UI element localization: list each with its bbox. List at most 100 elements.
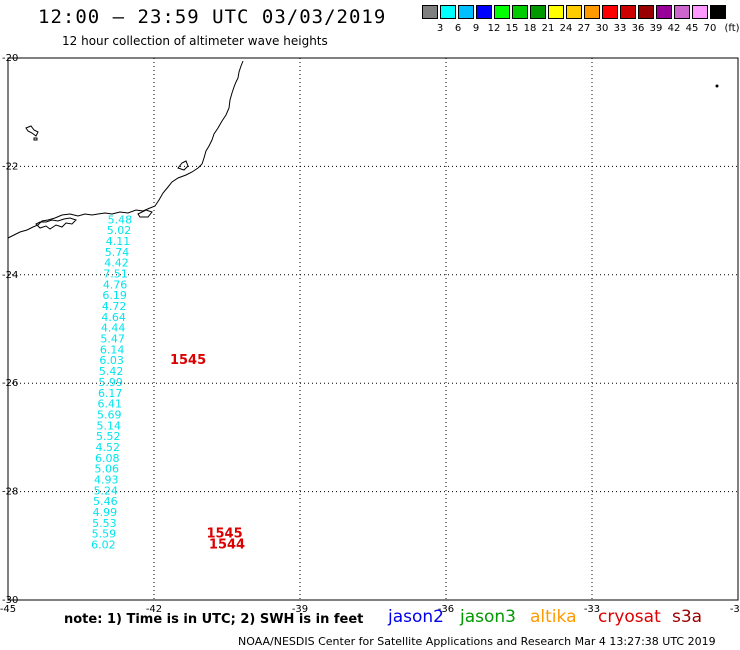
- legend-label: 9: [472, 23, 480, 34]
- lon-tick-label: -45: [0, 604, 16, 615]
- swh-label: 5.59: [92, 528, 117, 541]
- legend-swatch: [422, 5, 438, 19]
- legend-label: 45: [685, 23, 699, 34]
- swh-label: 6.19: [102, 289, 127, 302]
- legend-label: 70: [703, 23, 717, 34]
- lat-tick-label: -22: [2, 161, 18, 172]
- map-frame: -45 -42 -39 -36 -33 -30 -20 -22 -24 -26 -28 -30: [0, 53, 740, 615]
- legend-swatch: [530, 5, 546, 19]
- island-east: [715, 84, 719, 88]
- swh-label: 5.69: [97, 408, 122, 421]
- legend-label: 27: [577, 23, 591, 34]
- legend-swatch: [638, 5, 654, 19]
- swh-label: 5.24: [94, 484, 119, 497]
- swh-label: 4.64: [101, 311, 126, 324]
- legend-swatch: [548, 5, 564, 19]
- swh-label: 5.47: [100, 333, 125, 346]
- lat-tick-label: -28: [2, 487, 18, 498]
- legend-unit: (ft): [724, 23, 740, 34]
- swh-label: 6.41: [97, 398, 122, 411]
- swh-label: 6.17: [98, 387, 123, 400]
- lon-tick-label: -36: [438, 604, 454, 615]
- swh-label: 4.93: [94, 473, 119, 486]
- pass-time-label: 1544: [209, 538, 245, 553]
- swh-label: 4.76: [103, 278, 128, 291]
- legend-swatch: [602, 5, 618, 19]
- map-subtitle: 12 hour collection of altimeter wave hei…: [62, 34, 328, 48]
- legend-label: 36: [631, 23, 645, 34]
- swh-label: 7.51: [103, 268, 128, 281]
- legend-swatch: [692, 5, 708, 19]
- lon-tick-label: -30: [730, 604, 740, 615]
- legend-swatch: [674, 5, 690, 19]
- legend-label: 39: [649, 23, 663, 34]
- swh-label: 5.53: [92, 517, 117, 530]
- coastline-islands-south: [137, 209, 153, 218]
- swh-label: 4.44: [101, 322, 126, 335]
- swh-label: 5.06: [95, 463, 120, 476]
- legend-swatch: [458, 5, 474, 19]
- swh-label: 5.02: [107, 224, 132, 237]
- legend-label: 15: [505, 23, 519, 34]
- swh-label: 4.72: [102, 300, 127, 313]
- swh-label: 4.52: [96, 441, 121, 454]
- coastline-cape: [177, 160, 189, 171]
- mission-cryosat: cryosat: [598, 607, 661, 627]
- swh-label: 6.14: [100, 343, 125, 356]
- legend-label: 30: [595, 23, 609, 34]
- lon-tick-label: -33: [584, 604, 600, 615]
- altimeter-track: 5.485.024.115.744.427.514.766.194.724.64…: [91, 213, 132, 551]
- legend-swatch: [584, 5, 600, 19]
- lat-tick-label: -30: [2, 595, 18, 606]
- legend-swatch: [620, 5, 636, 19]
- swh-label: 5.74: [105, 246, 130, 259]
- map-title: 12:00 – 23:59 UTC 03/03/2019: [38, 6, 387, 28]
- map-border: [7, 57, 739, 601]
- swh-label: 6.02: [91, 539, 116, 552]
- legend-label: 12: [487, 23, 501, 34]
- legend-label: 3: [436, 23, 444, 34]
- swh-label: 4.42: [104, 257, 129, 270]
- legend-swatch: [656, 5, 672, 19]
- swh-label: 5.48: [108, 213, 133, 226]
- coastline-bay: [35, 217, 77, 230]
- swh-label: 4.99: [93, 506, 118, 519]
- pass-time-label: 1545: [206, 527, 242, 542]
- legend-label: 33: [613, 23, 627, 34]
- lon-tick-label: -39: [292, 604, 308, 615]
- legend-swatch: [440, 5, 456, 19]
- swh-label: 6.03: [99, 354, 124, 367]
- legend-label: 18: [523, 23, 537, 34]
- legend-label: 6: [454, 23, 462, 34]
- lat-tick-label: -26: [2, 378, 18, 389]
- legend-swatch: [476, 5, 492, 19]
- island-small: [33, 137, 38, 141]
- lat-tick-label: -20: [2, 53, 18, 64]
- legend-swatch: [710, 5, 726, 19]
- legend-label: 24: [559, 23, 573, 34]
- lon-tick-label: -42: [146, 604, 162, 615]
- swh-label: 5.14: [96, 419, 121, 432]
- credit-line: NOAA/NESDIS Center for Satellite Applica…: [238, 635, 716, 648]
- island-north: [25, 125, 39, 137]
- legend-swatch: [566, 5, 582, 19]
- swh-label: 5.42: [99, 365, 124, 378]
- lat-tick-label: -24: [2, 270, 18, 281]
- coastline-mainland: [7, 60, 244, 239]
- mission-jason3: jason3: [460, 607, 516, 627]
- legend-swatch: [494, 5, 510, 19]
- mission-s3a: s3a: [672, 607, 703, 627]
- mission-jason2: jason2: [388, 607, 444, 627]
- legend-label: 21: [541, 23, 555, 34]
- legend-swatch: [512, 5, 528, 19]
- legend-label: 42: [667, 23, 681, 34]
- units-note: note: 1) Time is in UTC; 2) SWH is in fe…: [64, 612, 364, 627]
- coastline: [7, 60, 719, 239]
- swh-label: 5.46: [93, 495, 118, 508]
- pass-time-label: 1545: [170, 353, 206, 368]
- swh-label: 6.08: [95, 452, 120, 465]
- swh-label: 5.52: [96, 430, 121, 443]
- mission-altika: altika: [530, 607, 577, 627]
